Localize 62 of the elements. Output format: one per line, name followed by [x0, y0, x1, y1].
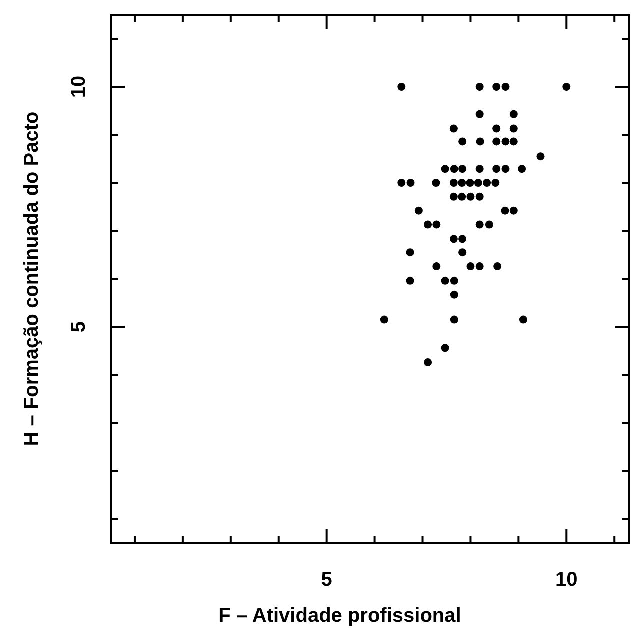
point: [492, 179, 500, 187]
point: [466, 262, 475, 271]
point: [476, 220, 484, 229]
point: [432, 179, 440, 187]
point: [441, 276, 450, 285]
point: [450, 276, 458, 285]
point: [458, 165, 467, 174]
point: [510, 124, 518, 133]
point: [414, 206, 423, 215]
point: [424, 220, 432, 229]
point: [494, 262, 502, 271]
point: [483, 179, 492, 187]
point: [476, 110, 484, 118]
point: [432, 262, 441, 271]
point: [510, 138, 518, 146]
point: [450, 290, 458, 299]
x-axis-title: F – Atividade profissional: [218, 605, 462, 627]
point: [510, 206, 518, 215]
point: [466, 179, 474, 187]
point: [424, 358, 432, 367]
point: [450, 165, 458, 174]
point: [380, 316, 388, 324]
point: [441, 165, 450, 174]
point: [492, 138, 501, 146]
point: [536, 152, 545, 161]
point: [476, 138, 484, 146]
point: [458, 248, 467, 257]
point: [458, 235, 467, 244]
point: [441, 344, 450, 352]
point: [458, 179, 466, 187]
point: [474, 179, 482, 187]
point: [502, 83, 510, 91]
point: [476, 192, 484, 201]
point: [502, 138, 510, 146]
point: [492, 83, 501, 91]
y-axis-title: H – Formação continuada do Pacto: [21, 112, 43, 446]
point: [476, 262, 484, 271]
point: [562, 83, 571, 91]
point: [476, 165, 484, 174]
point: [450, 179, 458, 187]
point: [485, 220, 494, 229]
point: [502, 165, 510, 174]
point: [510, 110, 518, 118]
point: [518, 165, 526, 174]
point: [492, 124, 501, 133]
point: [519, 316, 528, 324]
point: [458, 138, 467, 146]
point: [458, 192, 466, 201]
point: [450, 124, 458, 133]
point: [406, 248, 414, 257]
point: [406, 276, 414, 285]
point: [398, 83, 406, 91]
point: [432, 220, 441, 229]
point: [398, 179, 406, 187]
point: [450, 235, 458, 244]
point: [450, 316, 458, 324]
point: [501, 206, 510, 215]
point: [476, 83, 484, 91]
point: [492, 165, 501, 174]
point: [466, 192, 475, 201]
point: [406, 179, 415, 187]
point: [450, 192, 458, 201]
